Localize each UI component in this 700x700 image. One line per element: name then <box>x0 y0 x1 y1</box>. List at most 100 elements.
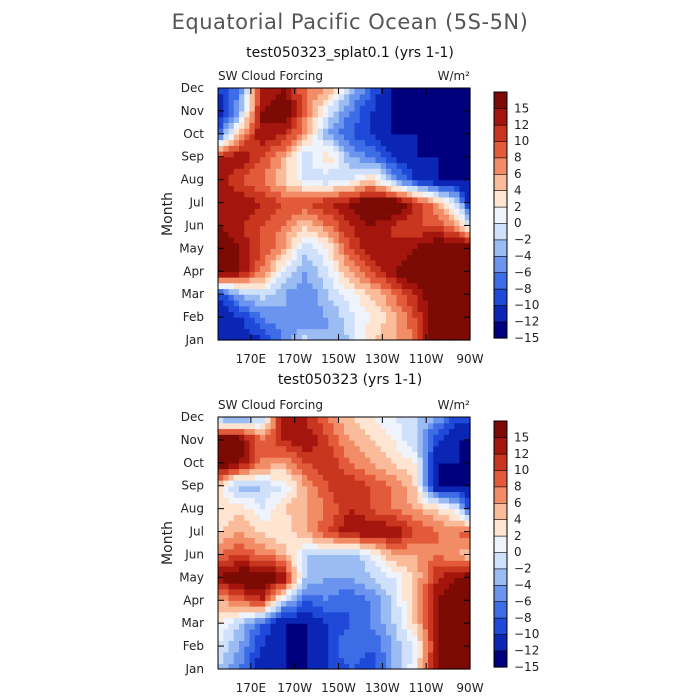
heatmap-cell <box>228 88 235 95</box>
heatmap-cell <box>349 185 356 192</box>
heatmap-cell <box>433 145 440 152</box>
heatmap-cell <box>291 646 298 653</box>
heatmap-cell <box>438 468 445 475</box>
heatmap-cell <box>417 663 424 670</box>
heatmap-cell <box>233 657 240 664</box>
heatmap-cell <box>233 537 240 544</box>
heatmap-cell <box>338 491 345 498</box>
heatmap-cell <box>454 617 461 624</box>
heatmap-cell <box>344 105 350 112</box>
heatmap-cell <box>401 271 408 278</box>
heatmap-cell <box>391 606 398 613</box>
heatmap-cell <box>365 294 371 301</box>
heatmap-cell <box>443 151 450 158</box>
heatmap-cell <box>464 145 471 152</box>
heatmap-cell <box>307 554 314 561</box>
heatmap-cell <box>365 265 371 272</box>
heatmap-cell <box>239 491 245 498</box>
heatmap-cell <box>317 93 324 101</box>
heatmap-cell <box>286 617 293 624</box>
heatmap-cell <box>244 514 251 521</box>
heatmap-cell <box>438 196 445 204</box>
heatmap-cell <box>244 145 251 152</box>
heatmap-cell <box>312 88 319 95</box>
heatmap-cell <box>443 236 450 244</box>
heatmap-cell <box>349 225 356 232</box>
heatmap-cell <box>428 417 434 424</box>
heatmap-cell <box>249 502 256 510</box>
heatmap-cell <box>338 640 345 647</box>
heatmap-cell <box>386 128 392 135</box>
heatmap-cell <box>443 179 450 186</box>
heatmap-cell <box>401 288 408 295</box>
heatmap-cell <box>386 640 392 647</box>
heatmap-cell <box>354 565 361 573</box>
heatmap-cell <box>291 594 298 601</box>
heatmap-cell <box>218 179 224 186</box>
heatmap-cell <box>338 151 345 158</box>
heatmap-cell <box>359 219 366 227</box>
heatmap-cell <box>370 231 377 238</box>
heatmap-cell <box>433 265 440 272</box>
heatmap-cell <box>260 259 266 267</box>
heatmap-cell <box>281 525 287 533</box>
heatmap-cell <box>270 588 277 596</box>
heatmap-cell <box>365 537 371 544</box>
heatmap-cell <box>354 514 361 521</box>
heatmap-cell <box>354 133 361 141</box>
heatmap-cell <box>333 122 340 129</box>
heatmap-cell <box>370 571 377 578</box>
heatmap-cell <box>338 417 345 424</box>
x-tick-label: 170E <box>236 681 267 695</box>
heatmap-cell <box>391 133 398 141</box>
heatmap-cell <box>417 502 424 510</box>
heatmap-cell <box>454 439 461 447</box>
heatmap-cell <box>239 617 245 624</box>
heatmap-cell <box>254 305 261 312</box>
heatmap-cell <box>307 162 314 169</box>
heatmap-cell <box>386 105 392 112</box>
heatmap-cell <box>249 565 256 573</box>
heatmap-cell <box>307 173 314 181</box>
heatmap-cell <box>244 317 251 324</box>
heatmap-cell <box>239 328 245 335</box>
heatmap-cell <box>443 219 450 227</box>
heatmap-cell <box>359 214 366 221</box>
heatmap-cell <box>265 179 272 186</box>
heatmap-cell <box>375 611 382 619</box>
heatmap-cell <box>349 305 356 312</box>
heatmap-cell <box>449 640 455 647</box>
heatmap-cell <box>375 497 382 504</box>
heatmap-cell <box>317 145 324 152</box>
heatmap-cell <box>307 623 314 630</box>
heatmap-cell <box>333 299 340 307</box>
heatmap-cell <box>349 525 356 533</box>
heatmap-cell <box>412 451 419 458</box>
heatmap-cell <box>401 417 408 424</box>
heatmap-cell <box>291 265 298 272</box>
heatmap-cell <box>433 428 440 435</box>
heatmap-cell <box>307 434 314 441</box>
heatmap-cell <box>438 317 445 324</box>
heatmap-cell <box>260 417 266 424</box>
heatmap-cell <box>417 334 424 341</box>
heatmap-cell <box>218 105 224 112</box>
heatmap-cell <box>438 439 445 447</box>
heatmap-cell <box>312 531 319 538</box>
heatmap-cell <box>291 179 298 186</box>
heatmap-cell <box>433 133 440 141</box>
heatmap-cell <box>391 480 398 487</box>
heatmap-cell <box>228 434 235 441</box>
heatmap-cell <box>359 133 366 141</box>
heatmap-cell <box>275 474 282 481</box>
heatmap-cell <box>244 110 251 118</box>
heatmap-cell <box>233 439 240 447</box>
heatmap-cell <box>275 554 282 561</box>
heatmap-cell <box>433 514 440 521</box>
heatmap-cell <box>254 468 261 475</box>
heatmap-cell <box>344 646 350 653</box>
heatmap-cell <box>307 254 314 261</box>
heatmap-cell <box>449 133 455 141</box>
heatmap-cell <box>401 191 408 198</box>
heatmap-cell <box>296 548 303 556</box>
